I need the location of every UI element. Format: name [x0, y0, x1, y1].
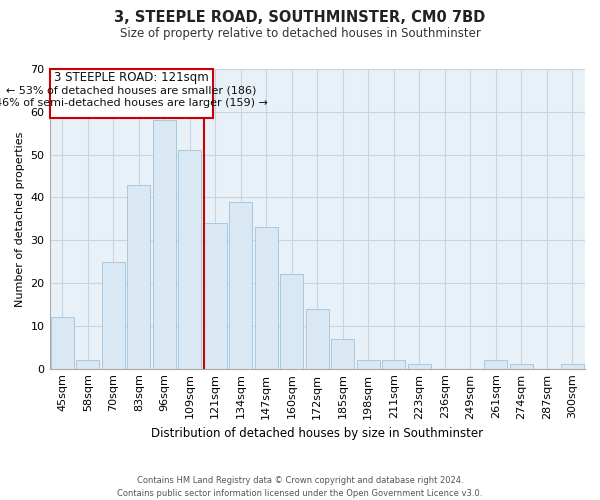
Bar [484, 360, 507, 368]
Bar [408, 364, 431, 368]
Text: ← 53% of detached houses are smaller (186): ← 53% of detached houses are smaller (18… [6, 86, 256, 96]
Bar [561, 364, 584, 368]
Bar [204, 223, 227, 368]
Bar [280, 274, 303, 368]
X-axis label: Distribution of detached houses by size in Southminster: Distribution of detached houses by size … [151, 427, 484, 440]
Bar [382, 360, 405, 368]
Bar [331, 338, 354, 368]
Text: Contains HM Land Registry data © Crown copyright and database right 2024.
Contai: Contains HM Land Registry data © Crown c… [118, 476, 482, 498]
Bar [306, 308, 329, 368]
Bar [229, 202, 252, 368]
Bar [127, 184, 150, 368]
Text: Size of property relative to detached houses in Southminster: Size of property relative to detached ho… [119, 28, 481, 40]
Y-axis label: Number of detached properties: Number of detached properties [15, 131, 25, 306]
Bar [357, 360, 380, 368]
Text: 3 STEEPLE ROAD: 121sqm: 3 STEEPLE ROAD: 121sqm [54, 72, 209, 85]
Bar [178, 150, 201, 368]
Bar [510, 364, 533, 368]
Text: 3, STEEPLE ROAD, SOUTHMINSTER, CM0 7BD: 3, STEEPLE ROAD, SOUTHMINSTER, CM0 7BD [115, 10, 485, 25]
Bar [102, 262, 125, 368]
Text: 46% of semi-detached houses are larger (159) →: 46% of semi-detached houses are larger (… [0, 98, 268, 108]
Bar [153, 120, 176, 368]
Bar [51, 318, 74, 368]
Bar [76, 360, 99, 368]
Bar [255, 228, 278, 368]
